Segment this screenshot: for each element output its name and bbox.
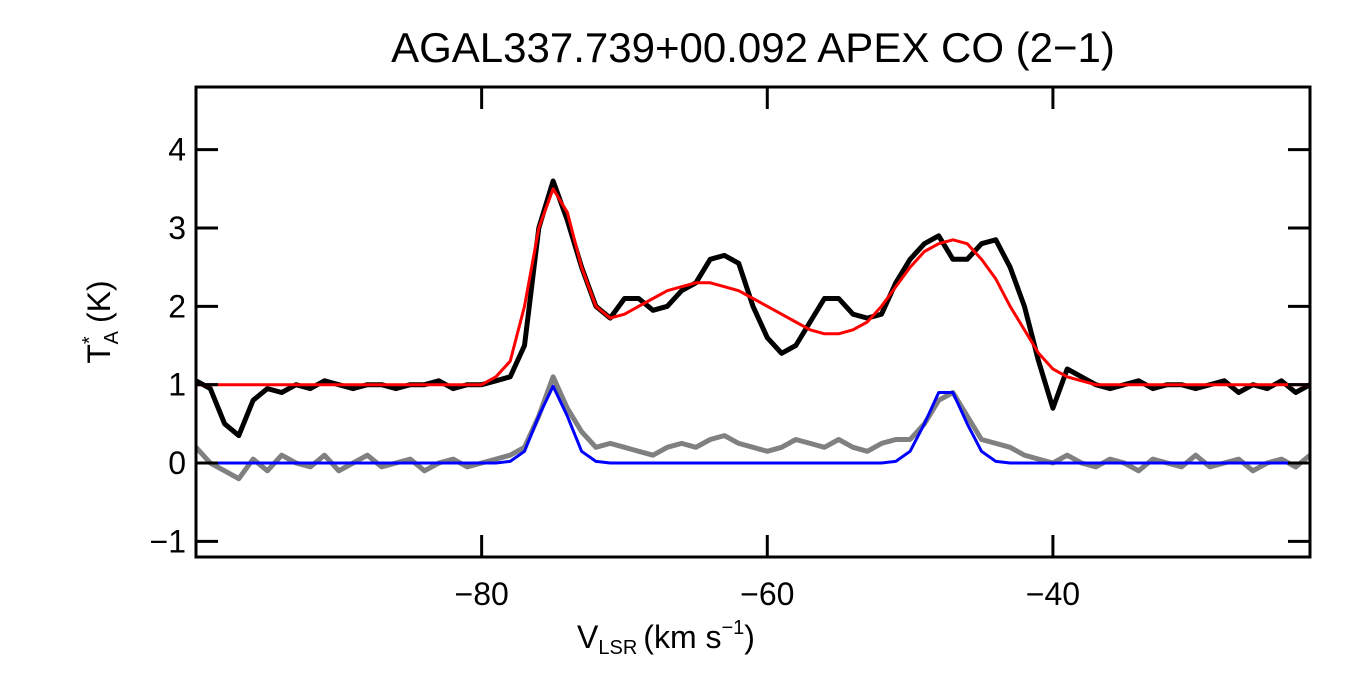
y-label-unit: (K) (81, 280, 117, 323)
x-label-close: ) (744, 619, 755, 655)
chart-title: AGAL337.739+00.092 APEX CO (2−1) (391, 24, 1115, 71)
x-tick-label: −60 (740, 576, 794, 612)
y-tick-label: 3 (168, 210, 186, 246)
x-tick-label: −80 (455, 576, 509, 612)
y-label-sub: A (101, 330, 123, 344)
y-tick-label: 0 (168, 445, 186, 481)
x-label-unit: (km s (643, 619, 721, 655)
x-label-sup: −1 (721, 617, 744, 639)
x-label-main: V (577, 619, 599, 655)
y-tick-label: 2 (168, 288, 186, 324)
plot-frame (194, 85, 1312, 559)
y-axis-label: T*A (K) (79, 280, 123, 363)
spectrum-line (196, 178, 1310, 439)
spectrum-line (196, 187, 1310, 387)
y-tick-label: 4 (168, 132, 186, 168)
y-tick-label: 1 (168, 367, 186, 403)
y-tick-label: −1 (150, 523, 186, 559)
x-axis-label: VLSR (km s−1) (577, 617, 755, 659)
y-label-sup: * (79, 336, 101, 344)
spectrum-line (196, 384, 1310, 465)
x-label-sub: LSR (598, 637, 637, 659)
y-label-main: T (81, 344, 117, 364)
x-tick-label: −40 (1026, 576, 1080, 612)
